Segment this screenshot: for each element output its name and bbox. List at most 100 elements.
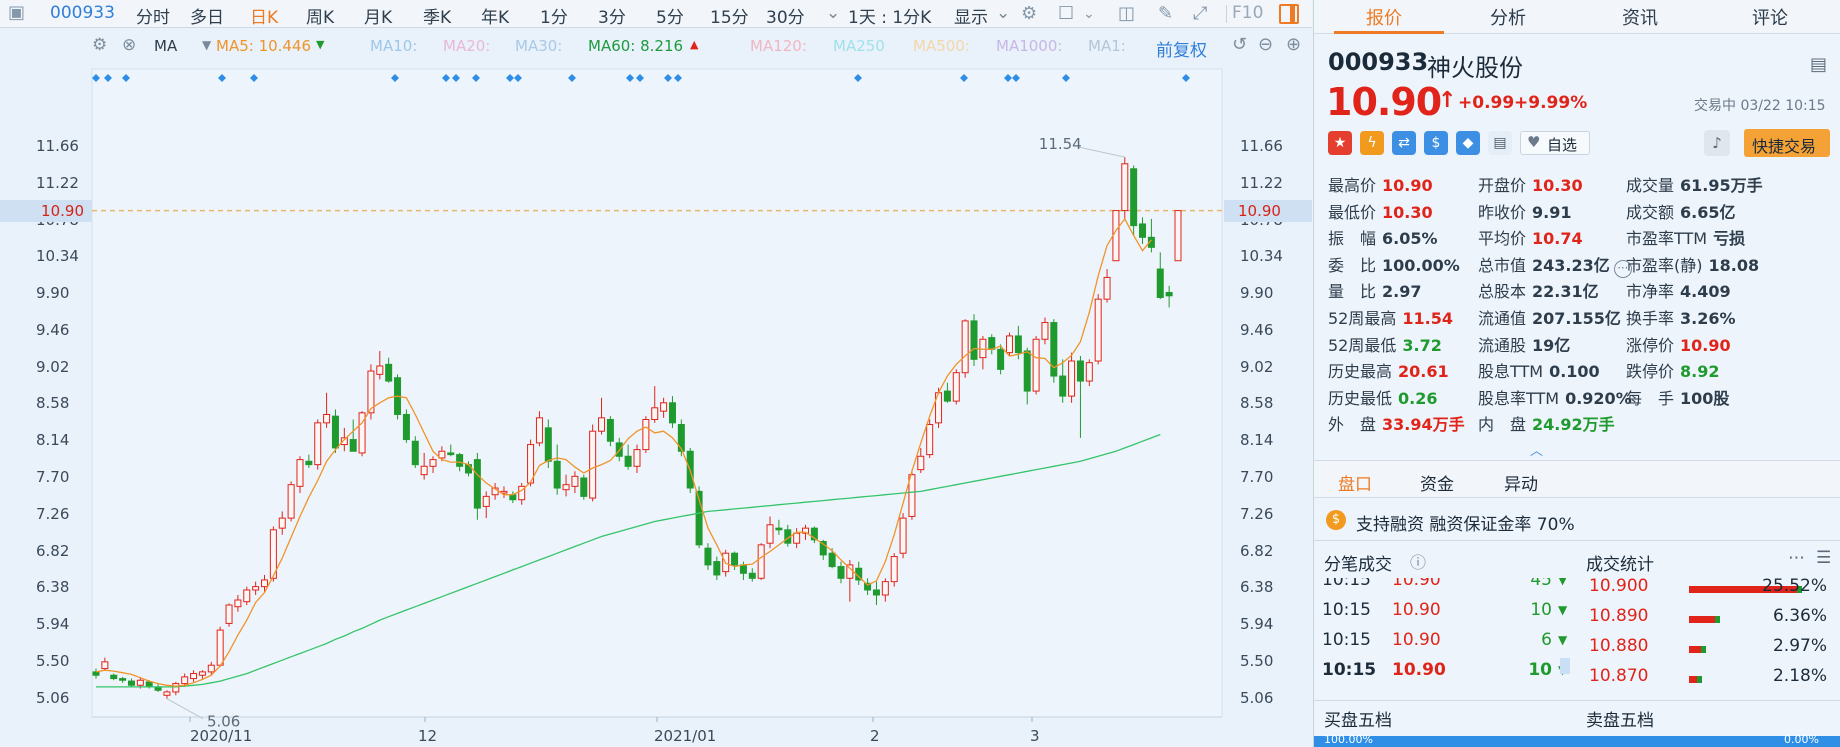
scroll-thumb[interactable] — [1560, 658, 1570, 674]
candle-down — [997, 348, 1005, 370]
quote-field-label: 市净率 — [1626, 282, 1675, 302]
buy5-title: 买盘五档 — [1324, 711, 1392, 731]
period-tab[interactable]: 1分 — [540, 8, 568, 28]
stat-row: 10.870 2.18% — [1589, 666, 1829, 688]
stock-code[interactable]: 000933 — [50, 3, 115, 23]
x-tick-label: 3 — [1030, 727, 1040, 745]
candle-up — [952, 372, 960, 402]
quote-field-label: 历史最高 — [1328, 362, 1393, 382]
period-tab[interactable]: 3分 — [598, 8, 626, 28]
period-tab[interactable]: 月K — [364, 8, 393, 28]
adjust-select[interactable]: 前复权 — [1156, 41, 1207, 61]
subtab-movement[interactable]: 异动 — [1504, 475, 1538, 495]
dollar-icon[interactable]: $ — [1424, 131, 1448, 155]
period-tab[interactable]: 多日 — [190, 8, 224, 28]
candle-up — [198, 671, 206, 676]
period-tab[interactable]: 分时 — [136, 8, 170, 28]
chart-toolbar: ▣ 000933 分时 多日 日K 周K 月K 季K 年K 1分 3分 5分 1… — [0, 0, 1312, 28]
more-icon[interactable]: ⋯ — [1788, 548, 1805, 568]
subtab-funds[interactable]: 资金 — [1420, 475, 1454, 495]
ma-label[interactable]: MA — [154, 37, 178, 55]
candle-down — [544, 427, 552, 462]
gear-icon[interactable]: ⚙ — [1021, 3, 1038, 24]
stat-row: 10.900 25.52% — [1589, 578, 1829, 604]
y-tick-label: 11.66 — [36, 137, 79, 156]
candle-up — [651, 407, 659, 420]
quote-field-value: 243.23亿 — [1532, 255, 1610, 275]
period-tab[interactable]: 季K — [423, 8, 452, 28]
pencil-icon[interactable]: ✎ — [1158, 3, 1174, 24]
ma5-value: MA5: 10.446 — [216, 37, 312, 55]
multi-view-select[interactable]: 1天 : 1分K — [848, 8, 932, 28]
candle-down — [464, 464, 472, 474]
candle-down — [349, 439, 357, 452]
subtab-orderbook[interactable]: 盘口 — [1338, 475, 1372, 495]
chevron-down-icon[interactable]: ⌄ — [826, 3, 841, 23]
chevron-down-icon[interactable]: ⌄ — [1083, 6, 1095, 22]
camera-icon[interactable]: ◫ — [1118, 3, 1136, 24]
period-tab[interactable]: 周K — [306, 8, 335, 28]
stat-price: 10.890 — [1589, 606, 1649, 626]
period-tab[interactable]: 年K — [481, 8, 510, 28]
event-marker-icon — [442, 74, 450, 82]
shuffle-icon[interactable]: ⇄ — [1392, 131, 1416, 155]
square-icon[interactable]: ☐ — [1058, 3, 1075, 24]
candle-down — [119, 678, 127, 681]
undo-icon[interactable]: ↺ — [1232, 34, 1248, 55]
trade-volume: 10 — [1528, 660, 1552, 680]
quote-field: 52周最低 3.72 — [1328, 332, 1442, 356]
watchlist-button[interactable]: ♥ 自选 — [1520, 131, 1590, 155]
note-icon[interactable]: ▤ — [1488, 131, 1512, 155]
panel-menu-icon[interactable]: ▤ — [1810, 54, 1828, 75]
display-menu[interactable]: 显示 — [954, 8, 988, 28]
list-icon[interactable]: ☰ — [1816, 548, 1832, 568]
zoom-in-icon[interactable]: ⊕ — [1286, 34, 1302, 55]
flag-icon[interactable]: ★ — [1328, 131, 1352, 155]
margin-info: 支持融资 融资保证金率 70% — [1356, 515, 1575, 535]
quote-field: 涨停价 10.90 — [1626, 332, 1731, 356]
candle-up — [420, 465, 428, 476]
stat-bar-sell — [1701, 646, 1706, 653]
zoom-out-icon[interactable]: ⊖ — [1258, 34, 1274, 55]
candle-down — [473, 459, 481, 509]
gear-icon[interactable]: ⚙ — [92, 35, 108, 55]
period-tab[interactable]: 15分 — [710, 8, 749, 28]
candle-down — [713, 561, 721, 576]
close-icon[interactable]: ⊗ — [122, 35, 137, 55]
help-icon[interactable]: ⓘ — [1410, 553, 1427, 572]
heart-icon: ♥ — [1527, 133, 1541, 151]
sidebar-toggle-icon[interactable]: ▣ — [8, 2, 26, 23]
tab-news[interactable]: 资讯 — [1622, 8, 1658, 29]
chevron-down-icon[interactable]: ▼ — [202, 38, 212, 52]
candle-down — [1156, 268, 1164, 298]
more-icon[interactable]: ⋯ — [1613, 259, 1632, 278]
chevron-down-icon[interactable]: ⌄ — [996, 3, 1011, 23]
tag-icon[interactable]: ◆ — [1456, 131, 1480, 155]
f10-button[interactable]: F10 — [1232, 3, 1264, 23]
tab-analysis[interactable]: 分析 — [1490, 8, 1526, 29]
trade-price: 10.90 — [1392, 578, 1441, 590]
period-tab[interactable]: 5分 — [656, 8, 684, 28]
trades-and-stats: 10:15 10.90 45 ▼ 10:15 10.90 10 ▼ 10:15 10.90 6 ▼ 10… — [1314, 578, 1840, 688]
candle-down — [819, 541, 827, 556]
quick-trade-button[interactable]: 快捷交易 — [1744, 129, 1830, 157]
period-tab[interactable]: 30分 — [766, 8, 805, 28]
tab-comments[interactable]: 评论 — [1752, 8, 1788, 29]
ma30-value: MA30: — [515, 37, 563, 55]
tab-quote[interactable]: 报价 — [1366, 8, 1402, 29]
kline-svg[interactable]: 11.54 5.06 — [0, 29, 1312, 747]
divider — [1226, 5, 1227, 23]
quote-field-value: 6.05% — [1382, 229, 1438, 249]
candle-down — [739, 564, 747, 574]
panel-toggle-icon[interactable] — [1279, 4, 1299, 24]
trade-row: 10:15 10.90 45 ▼ — [1322, 578, 1567, 598]
expand-icon[interactable]: ⤢ — [1193, 3, 1208, 24]
quote-field-value: 18.08 — [1708, 255, 1760, 275]
lightning-icon[interactable]: ϟ — [1360, 131, 1384, 155]
chevron-up-icon[interactable]: ︿ — [1530, 444, 1544, 459]
quote-field: 外 盘 33.94万手 — [1328, 411, 1465, 435]
trades-title: 分笔成交 — [1324, 555, 1392, 575]
bell-icon[interactable]: ♪ — [1704, 130, 1730, 156]
period-tab-active[interactable]: 日K — [250, 8, 279, 28]
